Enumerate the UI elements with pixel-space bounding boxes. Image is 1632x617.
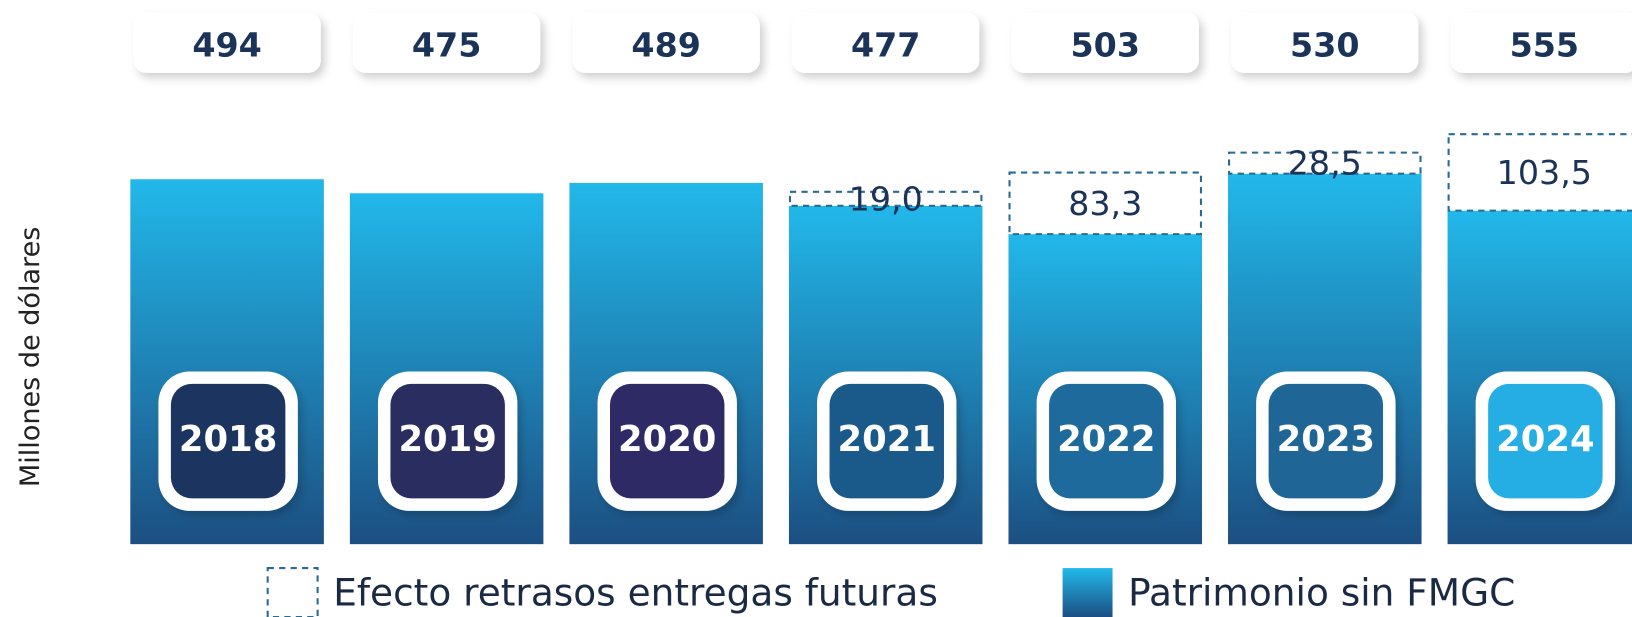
- total-box: [572, 12, 760, 73]
- x-tick-label: 2022: [1057, 419, 1155, 460]
- total-label: 555: [1510, 25, 1579, 64]
- effect-label: 103,5: [1497, 153, 1592, 192]
- badge: [1049, 383, 1164, 499]
- total-box: [1231, 12, 1419, 73]
- x-tick-label: 2018: [179, 419, 277, 460]
- total-box: [1011, 12, 1199, 73]
- total-box: [133, 12, 321, 73]
- total-label: 530: [1290, 25, 1359, 64]
- y-axis-label: Millones de dólares: [15, 227, 46, 487]
- effect-label: 28,5: [1288, 144, 1362, 183]
- badge: [1488, 383, 1603, 499]
- legend-label: Efecto retrasos entregas futuras: [333, 571, 938, 615]
- effect-bar: [1228, 151, 1422, 175]
- badge: [390, 383, 505, 499]
- effect-bar: [788, 190, 983, 207]
- total-label: 503: [1071, 25, 1140, 64]
- total-label: 489: [631, 25, 700, 64]
- badge: [170, 383, 286, 499]
- total-box: [1450, 12, 1632, 73]
- effect-bar: [1008, 171, 1203, 236]
- x-tick-label: 2020: [618, 419, 716, 460]
- total-label: 494: [192, 25, 261, 64]
- legend-swatch: [1062, 568, 1113, 617]
- total-box: [352, 12, 541, 73]
- legend-label: Patrimonio sin FMGC: [1128, 571, 1515, 615]
- total-label: 475: [412, 25, 481, 64]
- x-tick-label: 2019: [398, 419, 496, 460]
- badge: [829, 383, 944, 499]
- total-label: 477: [851, 25, 920, 64]
- effect-label: 19,0: [849, 179, 923, 218]
- x-tick-label: 2021: [838, 419, 936, 460]
- total-box: [792, 12, 980, 73]
- effect-label: 83,3: [1068, 184, 1142, 223]
- legend-swatch: [266, 567, 319, 617]
- badge: [1268, 383, 1384, 499]
- x-tick-label: 2023: [1277, 419, 1375, 460]
- x-tick-label: 2024: [1496, 419, 1594, 460]
- effect-bar: [1447, 133, 1632, 212]
- badge: [609, 383, 725, 499]
